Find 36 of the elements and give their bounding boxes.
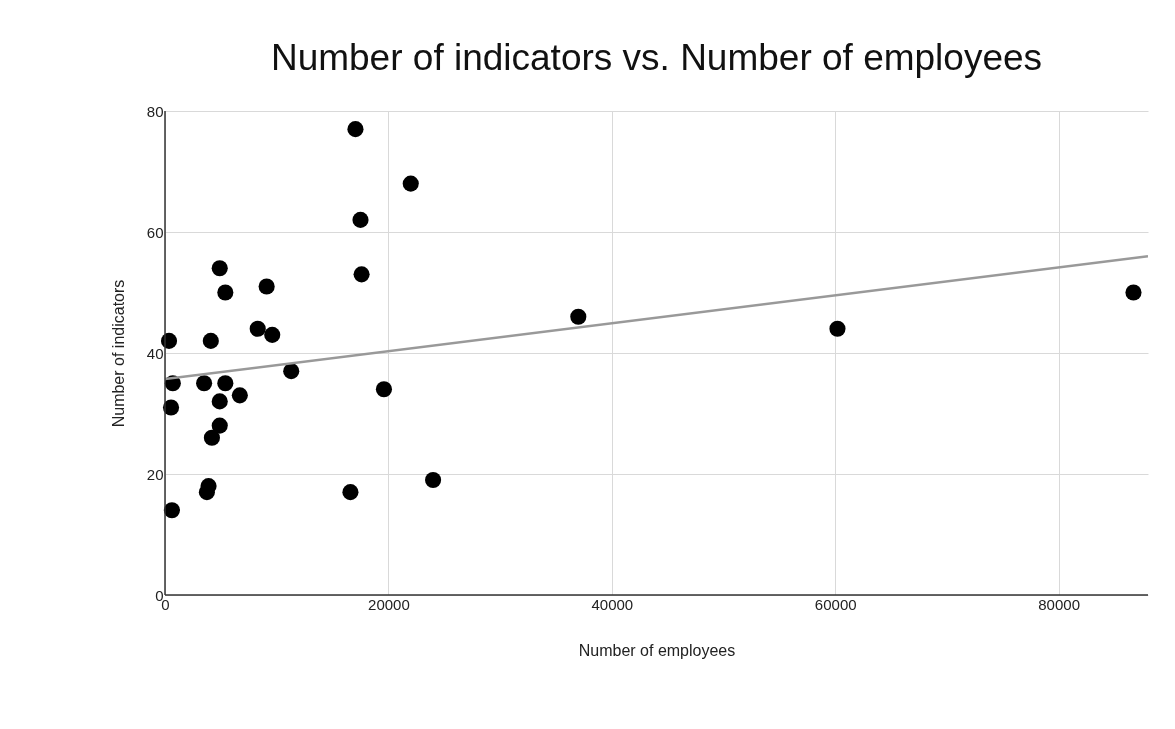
point (211, 260, 228, 277)
point (264, 326, 281, 343)
point (211, 417, 228, 434)
x-tick-label: 80000 (1038, 595, 1080, 613)
point (353, 266, 370, 283)
chart-title: Number of indicators vs. Number of employees (270, 37, 1043, 78)
point (203, 429, 220, 446)
y-tick-label: 40 (146, 344, 164, 362)
point (283, 363, 300, 380)
point (163, 502, 180, 519)
point (347, 121, 364, 138)
x-tick-label: 60000 (814, 595, 857, 613)
point (202, 332, 219, 349)
y-tick-label: 60 (146, 223, 164, 241)
x-tick-label: 40000 (591, 595, 634, 613)
point (1125, 284, 1142, 301)
point (402, 175, 419, 192)
point (217, 375, 234, 392)
point (258, 278, 275, 295)
point (425, 472, 442, 489)
point (249, 320, 266, 337)
x-axis-title: Number of employees (578, 641, 736, 659)
y-tick-label: 80 (146, 102, 164, 120)
point (570, 308, 587, 325)
x-tick-label: 20000 (368, 595, 410, 613)
point (217, 284, 234, 301)
point (342, 484, 359, 501)
point (231, 387, 248, 404)
point (198, 484, 215, 501)
point (196, 375, 213, 392)
point (352, 211, 369, 228)
point (375, 381, 392, 398)
y-tick-label: 20 (146, 465, 164, 483)
point (829, 320, 846, 337)
y-axis-title: Number of indicators (109, 279, 127, 428)
point (211, 393, 228, 410)
